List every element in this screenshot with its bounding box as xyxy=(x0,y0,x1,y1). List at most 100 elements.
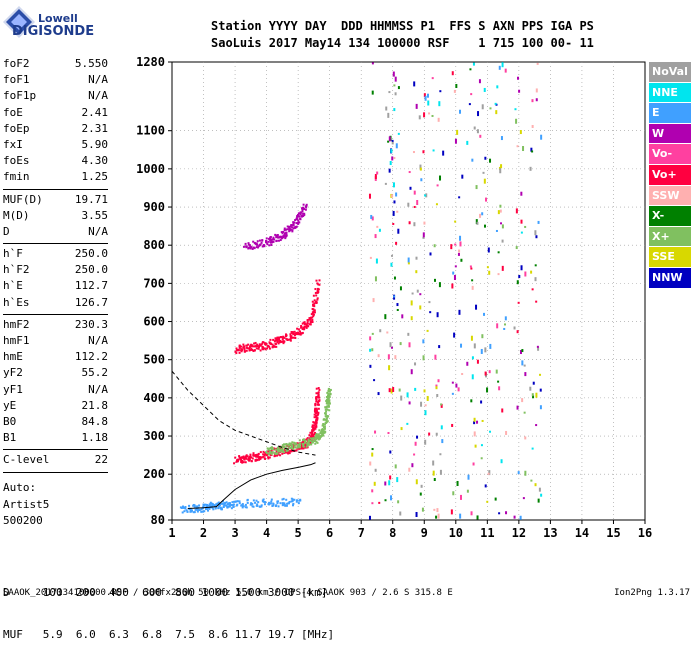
trace-point xyxy=(282,340,285,343)
trace-point xyxy=(305,203,308,206)
trace-point xyxy=(294,446,297,449)
trace-point xyxy=(298,447,301,450)
trace-point xyxy=(285,443,288,446)
trace-point xyxy=(317,288,320,291)
noise-echo xyxy=(484,371,487,376)
noise-echo xyxy=(500,459,503,464)
trace-point xyxy=(181,511,184,514)
noise-echo xyxy=(389,475,392,480)
param-value: N/A xyxy=(88,89,108,103)
trace-point xyxy=(300,211,303,214)
noise-echo xyxy=(388,168,391,173)
trace-point xyxy=(219,507,222,510)
trace-point xyxy=(301,332,304,335)
trace-point xyxy=(316,441,319,444)
noise-echo xyxy=(424,410,427,416)
param-value: 112.2 xyxy=(74,350,108,364)
noise-echo xyxy=(483,224,486,228)
legend-item: X+ xyxy=(649,226,691,247)
trace-point xyxy=(256,503,259,506)
param-row: foF1 N/A xyxy=(3,73,108,89)
noise-echo xyxy=(422,355,425,361)
trace-point xyxy=(300,326,303,329)
trace-point xyxy=(286,338,289,341)
trace-point xyxy=(275,452,278,455)
noise-echo xyxy=(407,332,410,336)
noise-echo xyxy=(371,216,374,221)
noise-echo xyxy=(522,497,525,500)
trace-point xyxy=(276,454,279,457)
trace-point xyxy=(244,503,247,506)
noise-echo xyxy=(392,222,395,225)
y-tick-label: 800 xyxy=(143,238,165,252)
noise-echo xyxy=(487,247,490,253)
trace-point xyxy=(246,455,249,458)
trace-point xyxy=(315,415,318,418)
trace-point xyxy=(291,230,294,233)
trace-point xyxy=(313,309,316,312)
trace-point xyxy=(195,508,198,511)
trace-point xyxy=(297,331,300,334)
x-tick-label: 15 xyxy=(606,526,620,540)
trace-point xyxy=(317,437,320,440)
trace-point xyxy=(314,291,317,294)
param-row: hmF1 N/A xyxy=(3,334,108,350)
noise-echo xyxy=(515,246,518,250)
trace-point xyxy=(307,438,310,441)
noise-echo xyxy=(473,343,476,349)
trace-point xyxy=(324,406,327,409)
trace-point xyxy=(297,215,300,218)
noise-echo xyxy=(416,289,419,293)
trace-point xyxy=(282,451,285,454)
noise-echo xyxy=(432,149,435,152)
trace-point xyxy=(290,224,293,227)
trace-point xyxy=(309,441,312,444)
noise-echo xyxy=(369,364,372,368)
trace-point xyxy=(292,221,295,224)
trace-point xyxy=(321,430,324,433)
trace-point xyxy=(281,237,284,240)
noise-echo xyxy=(524,271,527,277)
noise-echo xyxy=(407,262,410,265)
trace-point xyxy=(227,505,230,508)
trace-point xyxy=(216,503,219,506)
noise-echo xyxy=(436,394,439,398)
noise-echo xyxy=(419,293,422,296)
trace-point xyxy=(287,445,290,448)
auto-label: Auto: xyxy=(3,481,37,494)
trace-point xyxy=(238,351,241,354)
noise-echo xyxy=(535,300,538,303)
noise-echo xyxy=(397,86,400,90)
trace-point xyxy=(251,247,254,250)
noise-echo xyxy=(420,401,423,407)
trace-point xyxy=(327,394,330,397)
noise-echo xyxy=(369,256,372,259)
noise-echo xyxy=(538,487,541,492)
trace-point xyxy=(306,444,309,447)
trace-point xyxy=(265,237,268,240)
noise-echo xyxy=(471,374,474,380)
trace-point xyxy=(324,408,327,411)
noise-echo xyxy=(450,244,453,250)
trace-point xyxy=(233,500,236,503)
trace-point xyxy=(315,424,318,427)
noise-echo xyxy=(471,279,474,282)
trace-point xyxy=(329,393,332,396)
trace-point xyxy=(276,502,279,505)
trace-point xyxy=(247,247,250,250)
trace-point xyxy=(256,459,259,462)
noise-echo xyxy=(501,265,504,271)
trace-point xyxy=(291,226,294,229)
noise-echo xyxy=(484,347,487,353)
noise-echo xyxy=(409,186,412,190)
trace-point xyxy=(309,437,312,440)
trace-point xyxy=(254,501,257,504)
trace-point xyxy=(288,227,291,230)
trace-point xyxy=(214,507,217,510)
trace-point xyxy=(294,336,297,339)
noise-echo xyxy=(456,129,459,135)
param-row: M(D) 3.55 xyxy=(3,209,108,225)
noise-echo xyxy=(374,173,377,179)
trace-point xyxy=(242,505,245,508)
noise-echo xyxy=(390,148,393,153)
